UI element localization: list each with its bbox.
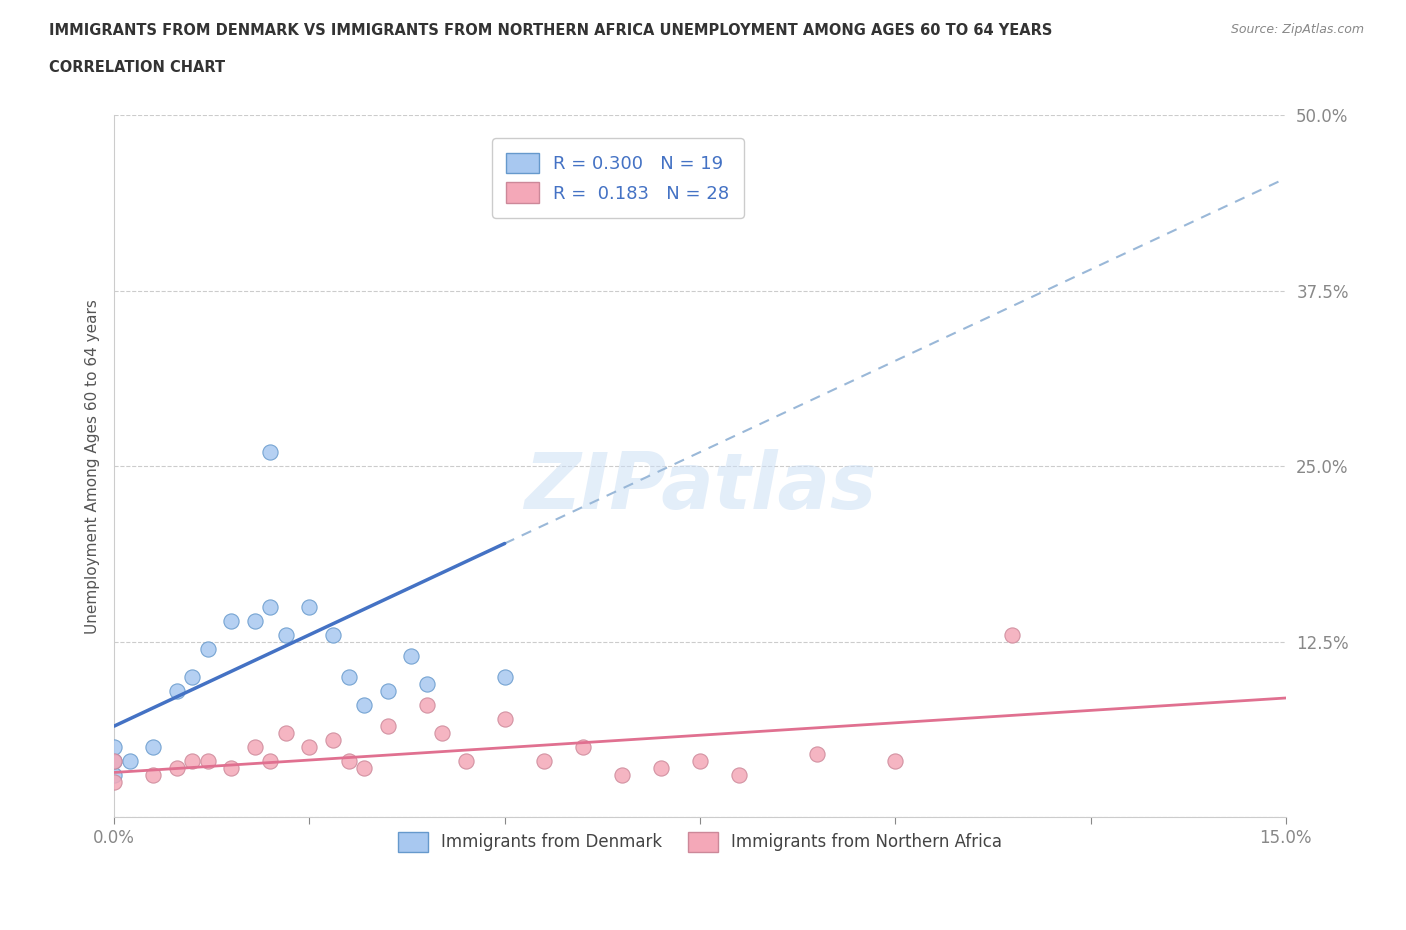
- Y-axis label: Unemployment Among Ages 60 to 64 years: Unemployment Among Ages 60 to 64 years: [86, 299, 100, 633]
- Point: [689, 754, 711, 769]
- Point: [610, 768, 633, 783]
- Point: [103, 768, 125, 783]
- Point: [572, 739, 595, 754]
- Point: [322, 733, 344, 748]
- Point: [650, 761, 672, 776]
- Point: [197, 754, 219, 769]
- Point: [142, 739, 165, 754]
- Point: [337, 754, 360, 769]
- Point: [166, 761, 188, 776]
- Point: [494, 711, 516, 726]
- Point: [259, 599, 281, 614]
- Point: [243, 613, 266, 628]
- Point: [298, 599, 321, 614]
- Point: [399, 648, 422, 663]
- Point: [166, 684, 188, 698]
- Point: [806, 747, 828, 762]
- Point: [415, 698, 437, 712]
- Point: [432, 725, 454, 740]
- Point: [353, 698, 375, 712]
- Point: [103, 739, 125, 754]
- Point: [181, 670, 204, 684]
- Point: [103, 754, 125, 769]
- Point: [415, 676, 437, 691]
- Text: CORRELATION CHART: CORRELATION CHART: [49, 60, 225, 75]
- Text: ZIPatlas: ZIPatlas: [524, 449, 876, 525]
- Point: [118, 754, 141, 769]
- Point: [454, 754, 477, 769]
- Point: [377, 719, 399, 734]
- Point: [259, 445, 281, 459]
- Point: [259, 754, 281, 769]
- Point: [337, 670, 360, 684]
- Point: [274, 628, 297, 643]
- Point: [494, 670, 516, 684]
- Point: [728, 768, 751, 783]
- Point: [103, 775, 125, 790]
- Point: [884, 754, 907, 769]
- Point: [103, 754, 125, 769]
- Point: [221, 613, 243, 628]
- Text: IMMIGRANTS FROM DENMARK VS IMMIGRANTS FROM NORTHERN AFRICA UNEMPLOYMENT AMONG AG: IMMIGRANTS FROM DENMARK VS IMMIGRANTS FR…: [49, 23, 1053, 38]
- Point: [274, 725, 297, 740]
- Point: [181, 754, 204, 769]
- Point: [243, 739, 266, 754]
- Point: [1001, 628, 1024, 643]
- Point: [298, 739, 321, 754]
- Point: [221, 761, 243, 776]
- Point: [353, 761, 375, 776]
- Text: Source: ZipAtlas.com: Source: ZipAtlas.com: [1230, 23, 1364, 36]
- Point: [322, 628, 344, 643]
- Point: [142, 768, 165, 783]
- Point: [377, 684, 399, 698]
- Legend: Immigrants from Denmark, Immigrants from Northern Africa: Immigrants from Denmark, Immigrants from…: [391, 826, 1008, 858]
- Point: [533, 754, 555, 769]
- Point: [197, 642, 219, 657]
